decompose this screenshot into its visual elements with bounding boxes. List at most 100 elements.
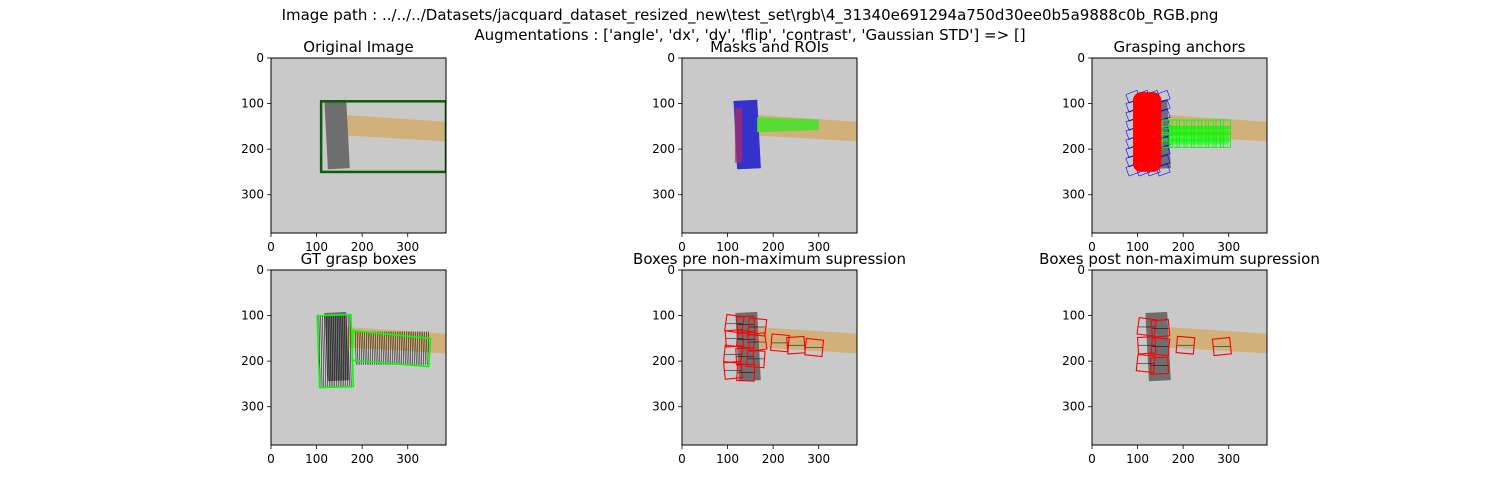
image-background — [1092, 270, 1267, 445]
y-tick-label: 200 — [652, 354, 675, 368]
y-tick-label: 100 — [241, 97, 264, 111]
grasp-line — [367, 331, 370, 365]
x-tick-label: 300 — [396, 240, 419, 254]
grasp-line — [426, 331, 428, 365]
y-tick-label: 300 — [241, 188, 264, 202]
x-tick-label: 200 — [1172, 240, 1195, 254]
panel-image-post_nms — [1092, 270, 1267, 445]
y-tick-label: 0 — [1077, 263, 1085, 277]
predicted-box — [746, 349, 766, 369]
grasp-line — [331, 315, 334, 388]
x-tick-label: 300 — [1217, 240, 1240, 254]
roi-box — [319, 100, 446, 174]
axes-frame — [681, 269, 858, 446]
predicted-box — [1150, 318, 1171, 338]
grasp-line — [384, 331, 386, 365]
x-tick-label: 100 — [716, 452, 739, 466]
x-tick-label: 200 — [351, 452, 374, 466]
grasp-line — [369, 331, 372, 365]
grasp-line — [360, 331, 362, 365]
panel-title: Boxes post non-maximum supression — [1039, 250, 1320, 268]
y-tick-label: 0 — [256, 51, 264, 65]
y-tick-label: 0 — [1077, 51, 1085, 65]
y-tick-label: 200 — [241, 142, 264, 156]
mask-handle — [757, 117, 819, 133]
y-tick-label: 100 — [652, 97, 675, 111]
grasp-line — [347, 315, 350, 388]
grasp-line — [391, 331, 393, 365]
panel-title: Grasping anchors — [1114, 38, 1246, 56]
grasp-line — [349, 315, 352, 388]
grasp-line — [387, 331, 390, 365]
grasp-line — [400, 331, 403, 365]
grasp-line — [336, 315, 339, 388]
y-tick-label: 300 — [652, 188, 675, 202]
panel-masks: 0 100 200 300 0 100 200 300 Masks and ROIs — [652, 38, 858, 254]
image-background — [682, 58, 857, 233]
grasp-line — [358, 331, 361, 365]
grasp-line — [324, 315, 326, 388]
panel-image-anchors — [1092, 58, 1267, 233]
x-tick-label: 300 — [807, 452, 830, 466]
grasp-line — [355, 331, 357, 365]
axes-frame — [270, 269, 447, 446]
hammer-handle — [757, 327, 857, 354]
image-background — [271, 58, 446, 233]
x-tick-label: 100 — [1126, 240, 1149, 254]
grasp-line — [345, 315, 348, 388]
axes-frame — [270, 57, 447, 234]
y-tick-label: 200 — [1062, 354, 1085, 368]
grasp-line — [329, 315, 332, 388]
grasp-line — [335, 315, 337, 388]
y-tick-label: 0 — [667, 263, 675, 277]
grasp-line — [389, 331, 392, 365]
mask-overlap — [734, 108, 743, 163]
panel-image-masks — [682, 58, 857, 233]
grasp-line — [356, 331, 359, 365]
grasp-line — [396, 331, 399, 365]
x-tick-label: 100 — [716, 240, 739, 254]
y-tick-label: 200 — [1062, 142, 1085, 156]
panel-title: Boxes pre non-maximum supression — [633, 250, 906, 268]
grasp-line — [364, 331, 366, 365]
axes-frame — [1091, 57, 1268, 234]
grasp-line — [365, 331, 368, 365]
grasp-line — [386, 331, 388, 365]
predicted-box — [1136, 335, 1157, 355]
y-tick-label: 0 — [667, 51, 675, 65]
x-tick-label: 100 — [1126, 452, 1149, 466]
grasp-line — [395, 331, 397, 365]
y-tick-label: 300 — [652, 400, 675, 414]
y-tick-label: 100 — [652, 309, 675, 323]
hammer-handle — [346, 115, 446, 142]
x-tick-label: 100 — [305, 452, 328, 466]
figure-title-line-2: Augmentations : ['angle', 'dx', 'dy', 'f… — [474, 26, 1026, 44]
predicted-box — [1149, 356, 1170, 375]
predicted-box — [804, 337, 825, 358]
x-tick-label: 0 — [1088, 452, 1096, 466]
x-tick-label: 200 — [351, 240, 374, 254]
predicted-box — [1150, 337, 1171, 357]
grasp-line — [362, 331, 364, 365]
predicted-box — [746, 332, 768, 352]
x-tick-label: 300 — [1217, 452, 1240, 466]
gt-grasp-lines — [318, 315, 430, 388]
panel-title: Original Image — [303, 38, 413, 56]
axes-frame — [1091, 269, 1268, 446]
grasp-line — [340, 315, 343, 388]
panel-post_nms: 0 100 200 300 0 100 200 300 Boxes post non-maxim… — [1039, 250, 1320, 466]
grasp-line — [373, 331, 375, 365]
x-tick-label: 300 — [396, 452, 419, 466]
grasp-line — [327, 315, 330, 388]
grasp-line — [322, 315, 325, 388]
x-tick-label: 100 — [305, 240, 328, 254]
y-tick-label: 0 — [256, 263, 264, 277]
grasp-line — [404, 331, 406, 365]
grasp-line — [378, 331, 381, 365]
anchor-green-fill — [1169, 126, 1229, 145]
y-tick-label: 100 — [1062, 97, 1085, 111]
x-tick-label: 0 — [1088, 240, 1096, 254]
grasp-line — [338, 315, 341, 388]
predicted-box — [735, 329, 756, 349]
anchor-red-region — [1133, 92, 1162, 172]
